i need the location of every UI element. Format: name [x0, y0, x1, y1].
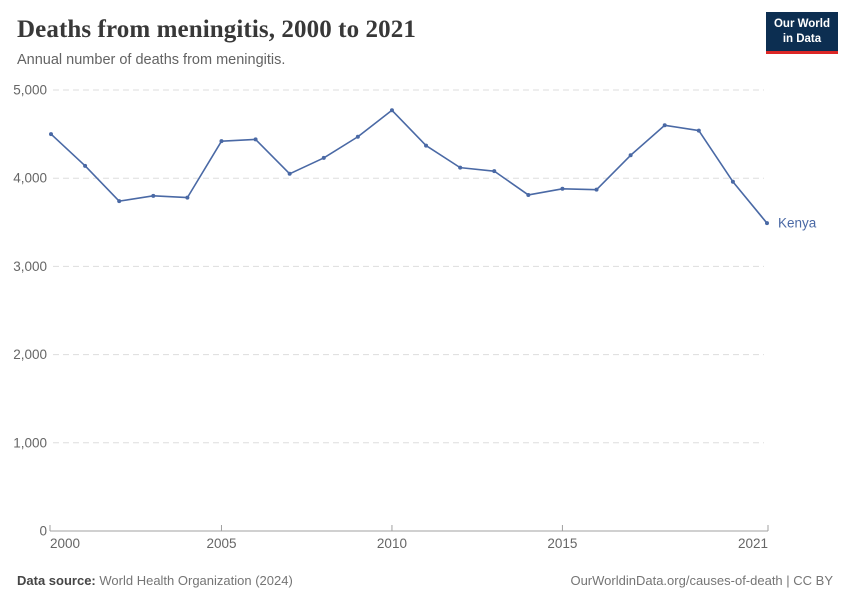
x-axis-tick-label: 2015	[547, 536, 577, 551]
y-axis-tick-label: 3,000	[13, 259, 47, 274]
x-axis-tick-label: 2010	[377, 536, 407, 551]
chart-subtitle: Annual number of deaths from meningitis.	[17, 52, 286, 68]
data-point-marker[interactable]	[492, 169, 497, 174]
data-point-marker[interactable]	[321, 155, 326, 160]
y-axis-tick-label: 2,000	[13, 347, 47, 362]
data-point-marker[interactable]	[424, 143, 429, 148]
data-point-marker[interactable]	[526, 192, 531, 197]
data-point-marker[interactable]	[662, 123, 667, 128]
data-point-marker[interactable]	[560, 186, 565, 191]
data-point-marker[interactable]	[83, 163, 88, 168]
data-point-marker[interactable]	[253, 137, 258, 142]
owid-logo-line2: in Data	[782, 32, 822, 45]
data-point-marker[interactable]	[730, 179, 735, 184]
data-source-value: World Health Organization (2024)	[99, 573, 293, 588]
x-axis-tick-label: 2000	[50, 536, 80, 551]
data-point-marker[interactable]	[151, 193, 156, 198]
data-point-marker[interactable]	[628, 153, 633, 158]
data-point-marker[interactable]	[287, 171, 292, 176]
data-point-marker[interactable]	[185, 195, 190, 200]
kenya-line-series[interactable]	[50, 109, 768, 224]
data-point-marker[interactable]	[765, 221, 769, 226]
data-point-marker[interactable]	[696, 128, 701, 133]
y-axis-tick-label: 4,000	[13, 171, 47, 186]
chart-footer: Data source: World Health Organization (…	[17, 573, 833, 588]
series-label-kenya: Kenya	[778, 216, 817, 231]
data-point-marker[interactable]	[219, 139, 224, 144]
data-source-label: Data source:	[17, 573, 96, 588]
owid-logo-line1: Our World	[773, 18, 830, 30]
x-axis-tick-label: 2021	[738, 536, 768, 551]
data-point-marker[interactable]	[49, 132, 53, 137]
page-title: Deaths from meningitis, 2000 to 2021	[17, 16, 416, 43]
y-axis-tick-label: 5,000	[13, 83, 47, 98]
x-axis-tick-label: 2005	[206, 536, 236, 551]
owid-citation-link[interactable]: OurWorldinData.org/causes-of-death | CC …	[570, 573, 833, 588]
y-axis-tick-label: 0	[39, 524, 47, 539]
data-source: Data source: World Health Organization (…	[17, 573, 293, 588]
y-axis-tick-label: 1,000	[13, 435, 47, 450]
data-point-marker[interactable]	[355, 134, 360, 139]
data-point-marker[interactable]	[594, 187, 599, 192]
data-point-marker[interactable]	[389, 108, 394, 113]
line-chart[interactable]: 0 1,000 2,000 3,000 4,000 5,000 2000 2005 2010 20…	[0, 80, 850, 560]
data-point-marker[interactable]	[458, 165, 463, 170]
owid-logo: Our World in Data	[765, 12, 838, 54]
data-point-marker[interactable]	[117, 199, 122, 204]
chart-canvas[interactable]: 0 1,000 2,000 3,000 4,000 5,000 2000 2005 2010 20…	[0, 80, 850, 560]
